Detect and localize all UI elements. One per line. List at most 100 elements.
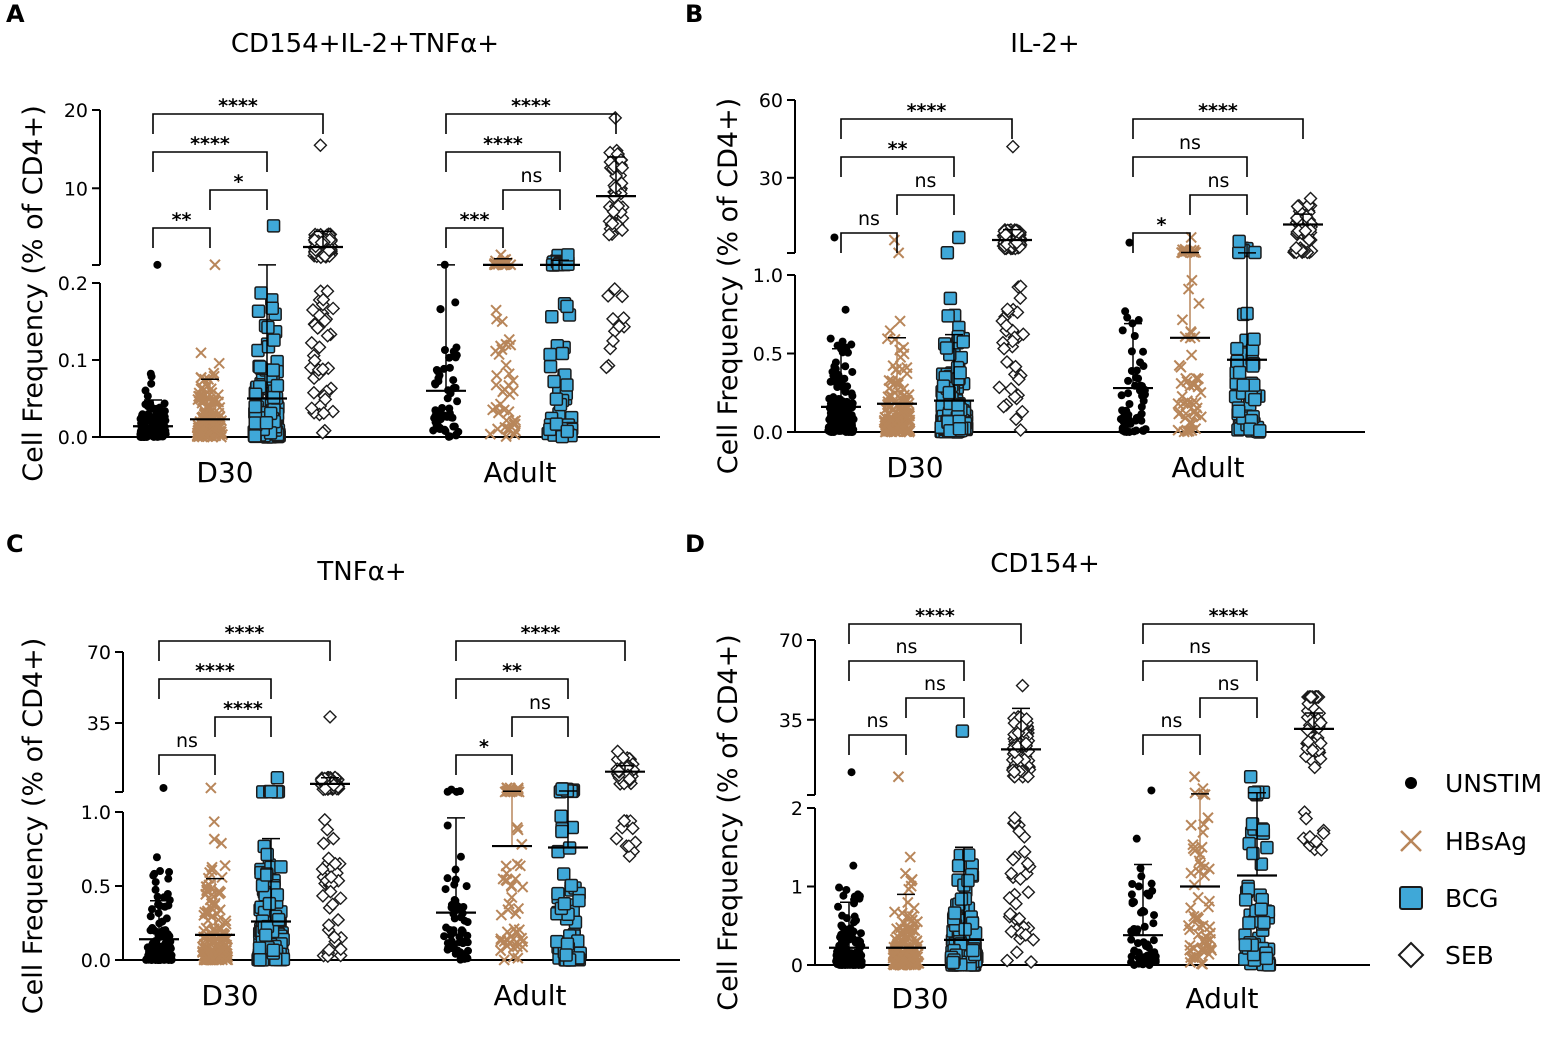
data-point	[559, 948, 573, 962]
y-tick-label: 0	[791, 955, 803, 977]
data-point	[889, 957, 902, 969]
data-point	[1254, 902, 1268, 916]
data-point	[555, 824, 569, 839]
series-seb-adult	[605, 744, 645, 863]
data-point	[825, 415, 834, 424]
data-point	[1247, 332, 1261, 347]
data-point	[154, 953, 163, 962]
significance-label: ****	[907, 100, 947, 122]
data-point	[1184, 902, 1197, 914]
data-point	[214, 421, 226, 434]
data-point	[267, 333, 281, 347]
data-point	[436, 305, 445, 314]
data-point	[1145, 960, 1154, 969]
data-point	[883, 382, 895, 395]
data-point	[943, 291, 958, 306]
data-point	[323, 709, 338, 724]
series-hbsag-adult	[1170, 231, 1210, 438]
data-point	[1008, 896, 1023, 911]
data-point	[1019, 712, 1034, 727]
data-point	[830, 233, 839, 242]
data-point	[1189, 844, 1201, 857]
bracket-line	[1132, 118, 1304, 139]
data-point	[326, 831, 341, 846]
series-seb-adult	[1294, 689, 1334, 857]
data-point	[146, 953, 155, 962]
series-bcg-d30	[251, 771, 291, 967]
series-seb-d30	[310, 709, 350, 964]
data-point	[453, 397, 462, 406]
data-point	[440, 346, 449, 355]
data-point	[305, 302, 320, 317]
data-point	[1004, 924, 1019, 939]
data-point	[622, 772, 637, 787]
data-point	[1015, 404, 1030, 419]
data-point	[825, 394, 834, 403]
data-point	[617, 813, 632, 828]
significance-bracket: ns	[502, 165, 561, 210]
data-point	[850, 892, 859, 901]
data-point	[152, 853, 161, 862]
y-axis-label: Cell Frequency (% of CD4+)	[18, 105, 49, 481]
data-point	[1024, 954, 1039, 969]
bracket-line	[848, 660, 965, 681]
data-point	[509, 907, 522, 920]
panel-letter: C	[6, 530, 24, 558]
data-point	[1128, 899, 1137, 908]
data-point	[850, 912, 859, 921]
bracket-line	[1132, 156, 1248, 177]
data-point	[325, 897, 340, 912]
data-point	[265, 301, 279, 315]
data-point	[1011, 372, 1026, 387]
data-point	[1147, 879, 1156, 888]
data-point	[832, 374, 841, 383]
data-point	[192, 422, 205, 434]
data-point	[208, 833, 221, 845]
data-point	[432, 421, 441, 430]
significance-bracket: *	[455, 736, 513, 775]
data-point	[206, 864, 218, 876]
chart-title: CD154+	[990, 549, 1100, 579]
data-point	[958, 922, 972, 937]
data-point	[159, 408, 168, 417]
data-point	[892, 771, 905, 783]
legend: UNSTIM HBsAg BCG SEB	[1397, 769, 1542, 970]
data-point	[452, 948, 461, 957]
data-point	[543, 359, 558, 374]
chart-title: TNFα+	[316, 557, 406, 587]
data-point	[999, 318, 1014, 333]
data-point	[315, 362, 330, 377]
data-point	[450, 880, 459, 889]
data-point	[215, 837, 228, 849]
data-point	[1134, 882, 1143, 891]
data-point	[842, 885, 851, 894]
data-point	[905, 875, 917, 887]
legend-label: UNSTIM	[1445, 769, 1542, 798]
bracket-line	[840, 156, 955, 177]
series-hbsag-d30	[886, 771, 926, 971]
data-point	[449, 422, 458, 431]
data-point	[1192, 373, 1204, 385]
data-point	[1186, 424, 1198, 437]
bracket-line	[455, 754, 513, 775]
bracket-line	[158, 754, 216, 775]
data-point	[830, 362, 839, 371]
significance-bracket: ****	[445, 133, 561, 172]
data-point	[141, 400, 150, 409]
data-point	[900, 956, 912, 968]
data-point	[1118, 415, 1127, 424]
data-point	[615, 289, 630, 304]
significance-bracket: ****	[1142, 605, 1315, 644]
data-point	[151, 885, 160, 894]
y-axis-label: Cell Frequency (% of CD4+)	[713, 98, 744, 474]
y-tick-label: 1.0	[81, 802, 111, 824]
bracket-line	[1142, 734, 1201, 755]
data-point	[314, 235, 329, 250]
significance-bracket: ns	[840, 208, 898, 253]
data-point	[1005, 334, 1020, 349]
bracket-line	[445, 113, 617, 134]
data-point	[147, 379, 156, 388]
data-point	[209, 259, 221, 271]
data-point	[1132, 426, 1141, 435]
data-point	[148, 924, 157, 933]
